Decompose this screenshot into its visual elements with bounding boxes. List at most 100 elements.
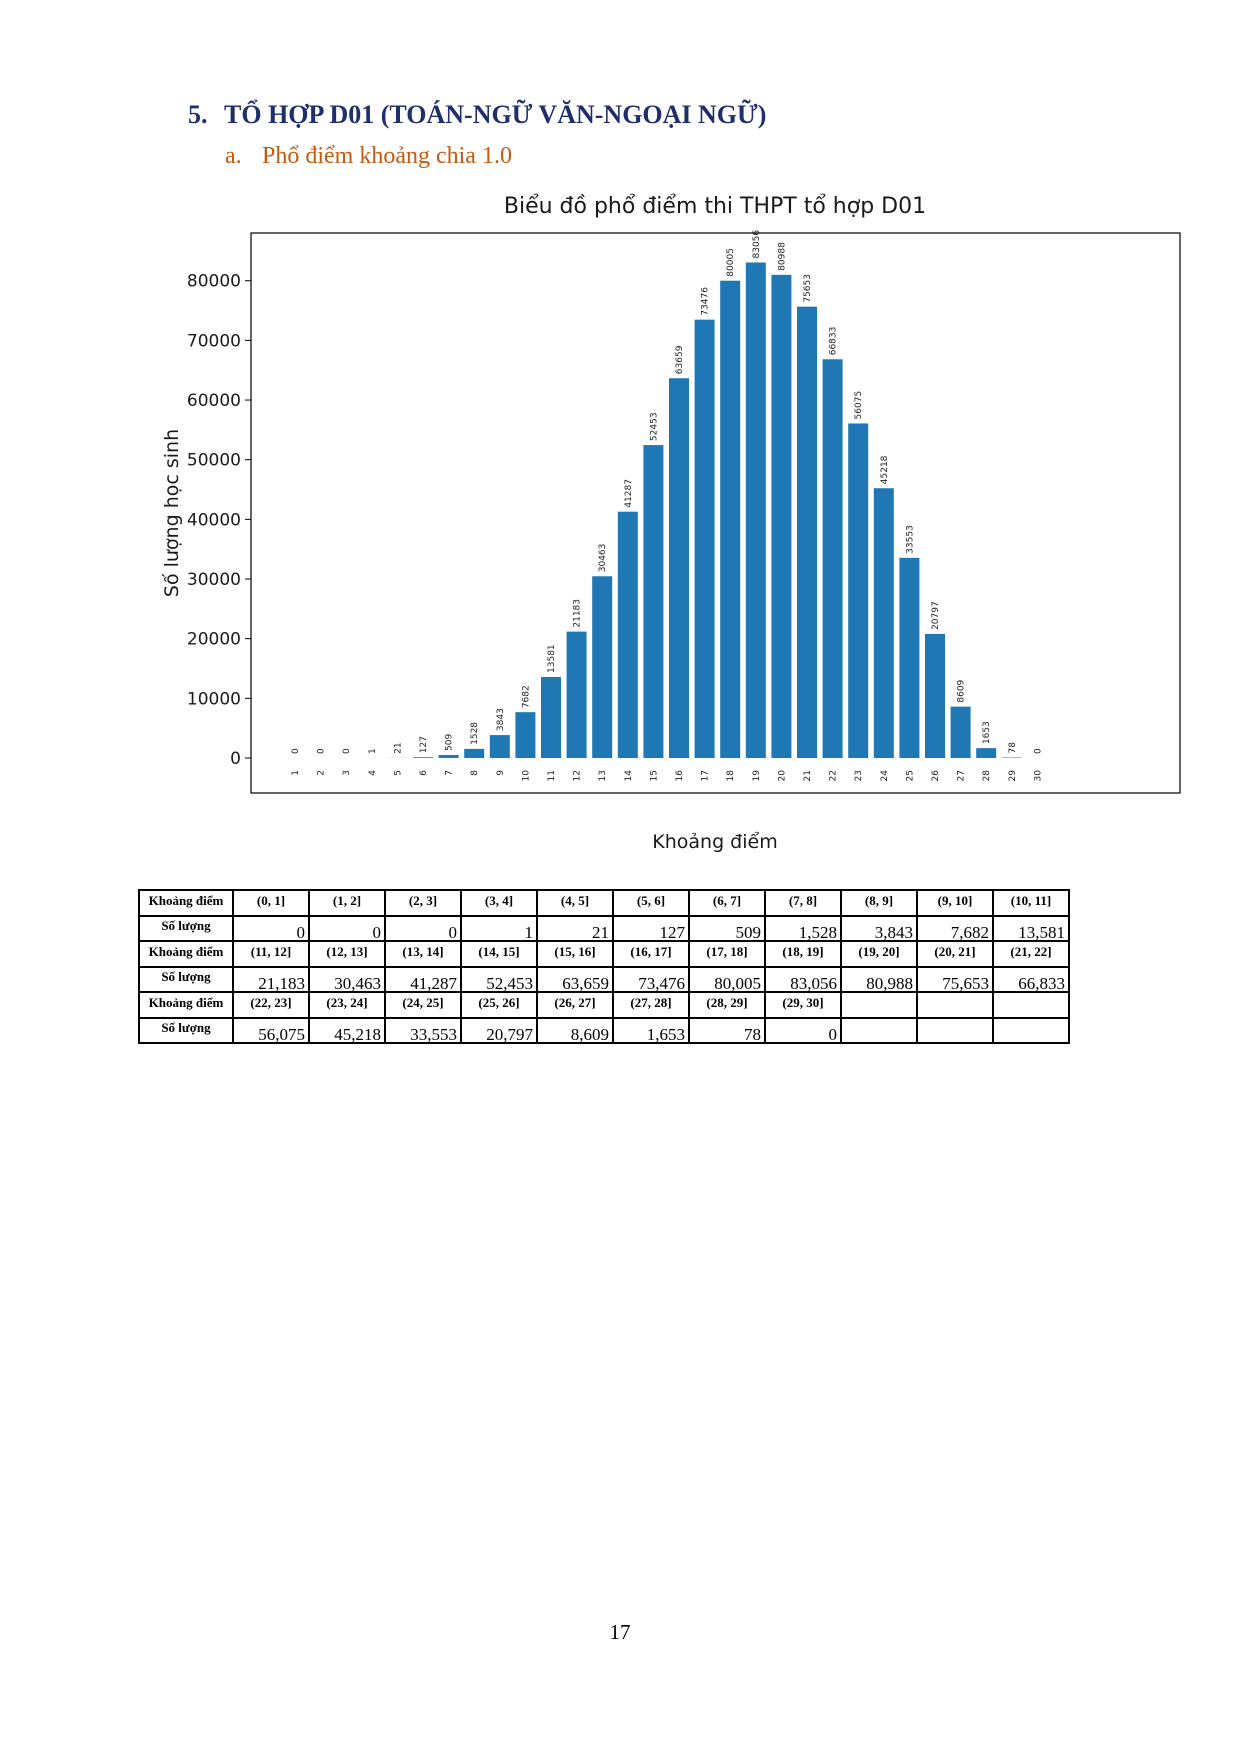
count-cell: 3,843 xyxy=(840,915,918,942)
x-tick-label: 16 xyxy=(675,770,685,782)
x-tick-label: 23 xyxy=(854,770,864,781)
count-cell: 80,005 xyxy=(688,966,766,993)
x-tick-label: 25 xyxy=(905,770,915,781)
count-cell: 21 xyxy=(536,915,614,942)
bar xyxy=(848,423,869,758)
range-cell: (28, 29] xyxy=(688,991,766,1019)
plot-frame xyxy=(250,232,1181,794)
subsection-title: Phổ điểm khoảng chia 1.0 xyxy=(262,143,512,169)
bar xyxy=(720,280,741,758)
bar xyxy=(899,557,920,758)
bar-value-label: 0 xyxy=(342,748,352,754)
bar-value-label: 13581 xyxy=(547,644,557,673)
y-tick-label: 20000 xyxy=(187,630,241,650)
range-cell: (16, 17] xyxy=(612,940,690,968)
table-row: Số lượng 21,183 30,463 41,287 52,453 63,659 73… xyxy=(138,966,1070,993)
bar-value-label: 80988 xyxy=(777,242,787,271)
count-cell: 509 xyxy=(688,915,766,942)
range-cell: (12, 13] xyxy=(308,940,386,968)
range-cell: (1, 2] xyxy=(308,889,386,917)
x-tick-label: 21 xyxy=(803,770,813,781)
bar-value-label: 0 xyxy=(1033,748,1043,754)
range-cell: (21, 22] xyxy=(992,940,1070,968)
count-cell: 45,218 xyxy=(308,1017,386,1044)
range-cell: (5, 6] xyxy=(612,889,690,917)
x-tick-label: 30 xyxy=(1033,770,1043,782)
count-cell: 73,476 xyxy=(612,966,690,993)
count-cell: 52,453 xyxy=(460,966,538,993)
x-tick-label: 18 xyxy=(726,770,736,782)
page-number: 17 xyxy=(609,1620,631,1644)
section-heading: 5. TỔ HỢP D01 (TOÁN-NGỮ VĂN-NGOẠI NGỮ) xyxy=(188,100,766,130)
bar xyxy=(413,757,433,758)
range-cell: (6, 7] xyxy=(688,889,766,917)
score-distribution-table: Khoảng điểm (0, 1] (1, 2] (2, 3] (3, 4] (4, 5… xyxy=(138,889,1070,1044)
table-row: Khoảng điểm (11, 12] (12, 13] (13, 14] (14, … xyxy=(138,940,1070,968)
bar-value-label: 1 xyxy=(368,748,378,754)
x-tick-label: 27 xyxy=(957,770,967,781)
y-tick-label: 70000 xyxy=(187,331,241,351)
range-cell: (19, 20] xyxy=(840,940,918,968)
x-tick-label: 9 xyxy=(496,770,506,776)
range-cell: (10, 11] xyxy=(992,889,1070,917)
bar-value-label: 75653 xyxy=(803,274,813,303)
range-cell: (20, 21] xyxy=(916,940,994,968)
bar-value-label: 1528 xyxy=(470,722,480,745)
bar-value-label: 21 xyxy=(393,742,403,753)
bar xyxy=(771,274,792,758)
bar-value-label: 78 xyxy=(1008,742,1018,754)
subsection-number: a. xyxy=(225,143,242,169)
range-row-header: Khoảng điểm xyxy=(138,889,234,917)
range-cell: (11, 12] xyxy=(232,940,310,968)
count-cell: 13,581 xyxy=(992,915,1070,942)
count-cell: 8,609 xyxy=(536,1017,614,1044)
bar xyxy=(669,378,689,758)
y-tick-label: 50000 xyxy=(187,451,241,471)
x-tick-label: 1 xyxy=(291,770,301,776)
count-cell: 66,833 xyxy=(992,966,1070,993)
count-cell: 0 xyxy=(308,915,386,942)
count-cell: 127 xyxy=(612,915,690,942)
count-cell: 7,682 xyxy=(916,915,994,942)
range-cell: (23, 24] xyxy=(308,991,386,1019)
bar xyxy=(515,712,536,758)
bar-value-label: 33553 xyxy=(905,525,915,554)
y-tick-labels: 0 10000 20000 30000 40000 50000 60000 70000 8000… xyxy=(187,272,251,769)
count-cell xyxy=(916,1017,994,1044)
x-tick-label: 14 xyxy=(624,770,634,782)
count-cell xyxy=(840,1017,918,1044)
bar-value-label: 80005 xyxy=(726,248,736,277)
range-cell: (13, 14] xyxy=(384,940,462,968)
range-cell: (14, 15] xyxy=(460,940,538,968)
bar xyxy=(950,706,971,758)
x-tick-label: 11 xyxy=(547,770,557,781)
bar xyxy=(489,735,510,758)
range-cell xyxy=(840,991,918,1019)
bars-group xyxy=(361,262,1022,758)
count-cell: 1 xyxy=(460,915,538,942)
bar xyxy=(592,576,613,758)
count-cell: 80,988 xyxy=(840,966,918,993)
count-cell: 0 xyxy=(384,915,462,942)
x-tick-label: 17 xyxy=(701,770,711,781)
count-cell xyxy=(992,1017,1070,1044)
bar-value-labels: 0 0 0 1 21 127 509 1528 3843 7682 13581 21183 30463 4… xyxy=(291,230,1043,754)
count-cell: 0 xyxy=(232,915,310,942)
range-cell: (18, 19] xyxy=(764,940,842,968)
count-row-header: Số lượng xyxy=(138,966,234,993)
x-tick-labels: 1 2 3 4 5 6 7 8 9 10 11 12 13 14 15 16 17 18 19 20 21 22 23 24 2… xyxy=(291,770,1043,782)
bar-value-label: 0 xyxy=(291,748,301,754)
bar-value-label: 3843 xyxy=(496,708,506,731)
range-cell: (2, 3] xyxy=(384,889,462,917)
x-tick-label: 28 xyxy=(982,770,992,782)
bar xyxy=(643,445,664,758)
bar xyxy=(617,511,638,758)
x-tick-label: 2 xyxy=(317,770,327,776)
bar xyxy=(797,306,817,758)
x-tick-label: 22 xyxy=(829,770,839,781)
count-cell: 0 xyxy=(764,1017,842,1044)
bar-value-label: 30463 xyxy=(598,544,608,573)
bar xyxy=(566,631,587,758)
range-row-header: Khoảng điểm xyxy=(138,991,234,1019)
range-cell: (7, 8] xyxy=(764,889,842,917)
